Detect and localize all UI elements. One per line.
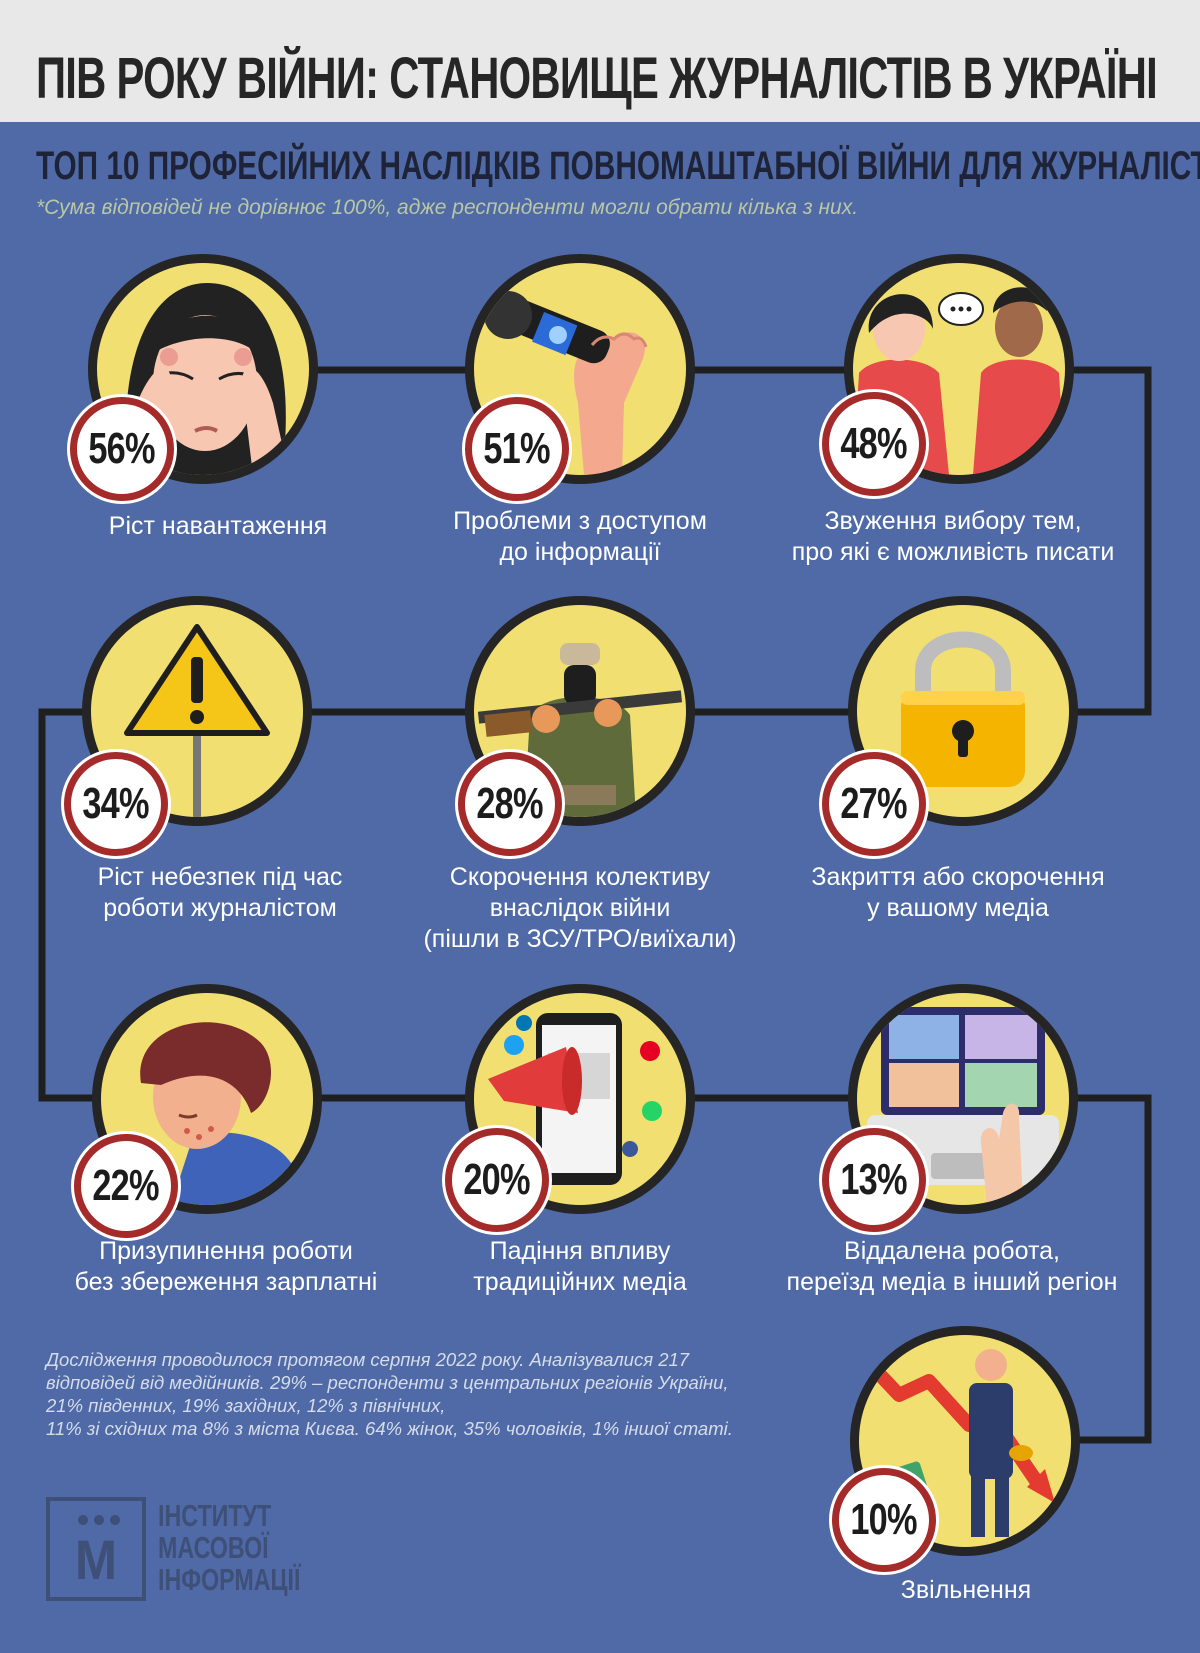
title-banner [0,0,1200,122]
item-label: Ріст навантаження [108,512,328,540]
page-subtitle: ТОП 10 ПРОФЕСІЙНИХ НАСЛІДКІВ ПОВНОМАШТАБ… [36,144,1200,188]
percent-badge: 51% [465,397,569,501]
item-label: Скорочення колективу внаслідок війни (пі… [423,863,737,953]
institute-logo: M [46,1497,146,1601]
stressed-woman-icon [88,254,318,484]
percent-badge: 13% [822,1128,926,1232]
item-label: Проблеми з доступом до інформації [453,507,707,566]
percent-badge: 20% [445,1128,549,1232]
page-title: ПІВ РОКУ ВІЙНИ: СТАНОВИЩЕ ЖУРНАЛІСТІВ В … [36,46,1158,111]
item-label: Призупинення роботи без збереження зарпл… [74,1237,378,1296]
percent-badge: 48% [822,392,926,496]
logo-dots [78,1515,120,1525]
percent-badge: 10% [832,1468,936,1572]
item-label: Віддалена робота, переїзд медіа в інший … [786,1237,1118,1296]
footnote: *Сума відповідей не дорівнює 100%, адже … [36,196,859,219]
item-label: Падіння впливу традиційних медіа [473,1237,687,1296]
percent-badge: 56% [70,397,174,501]
item-label: Ріст небезпек під час роботи журналістом [97,863,343,922]
institute-name: ІНСТИТУТ МАСОВОЇ ІНФОРМАЦІЇ [158,1498,301,1597]
percent-badge: 27% [822,752,926,856]
logo-letter: M [75,1528,117,1591]
microphone-fist-icon [465,254,695,484]
methodology-note: Дослідження проводилося протягом серпня … [46,1349,733,1439]
item-label: Звуження вибору тем, про які є можливіст… [791,507,1115,566]
percent-badge: 34% [64,752,168,856]
item-label: Закриття або скорочення у вашому медіа [811,863,1105,922]
item-label: Звільнення [900,1576,1032,1604]
soldier-icon [465,596,695,826]
percent-badge: 22% [74,1134,178,1238]
percent-badge: 28% [458,752,562,856]
